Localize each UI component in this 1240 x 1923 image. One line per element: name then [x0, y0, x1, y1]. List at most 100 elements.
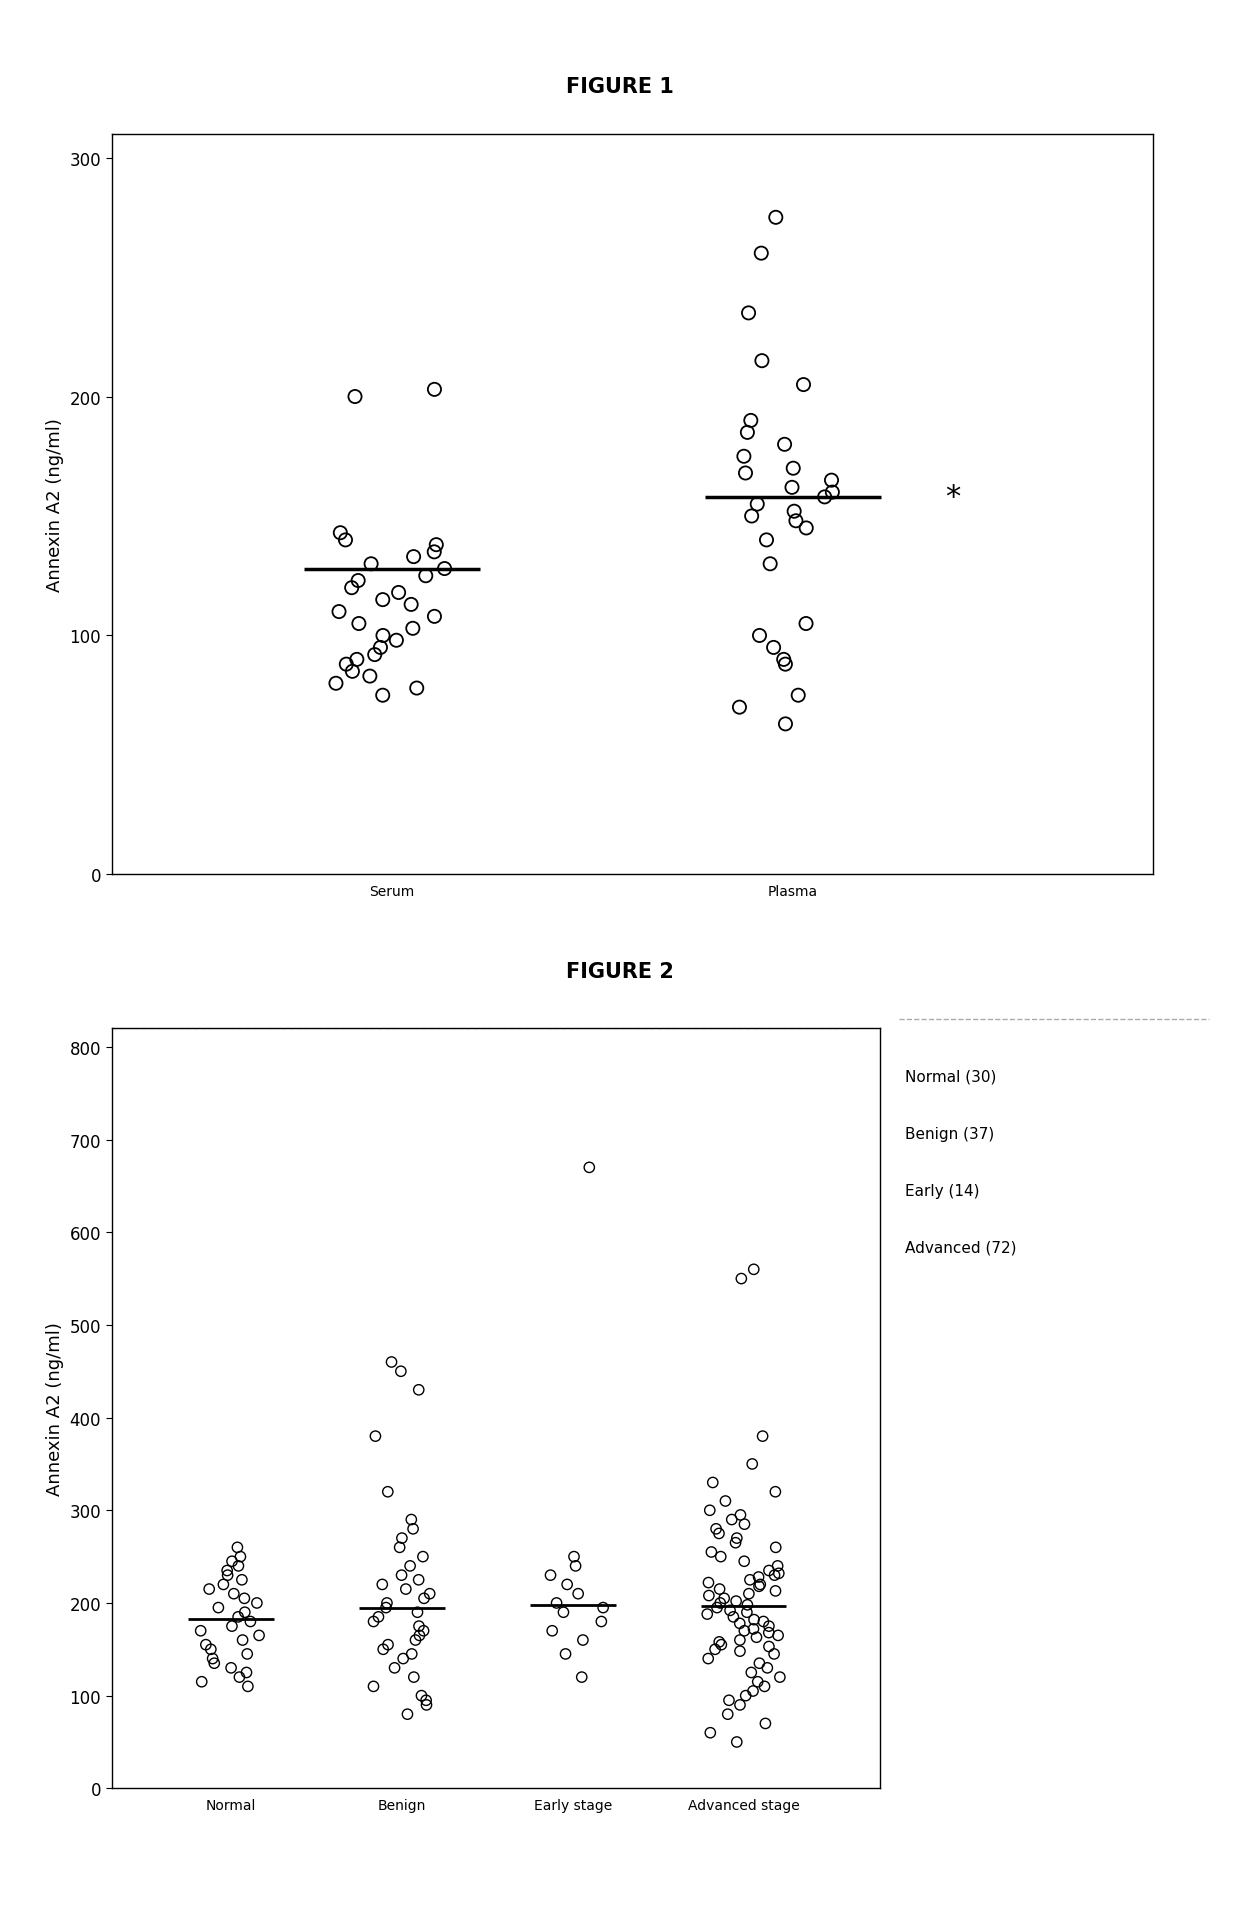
Point	[718, 1698, 738, 1729]
Point	[739, 298, 759, 329]
Point	[361, 550, 381, 581]
Point	[398, 1698, 418, 1729]
Point	[709, 1519, 729, 1550]
Point	[715, 1486, 735, 1517]
Point	[796, 610, 816, 640]
Point	[233, 1625, 253, 1656]
Point	[749, 1648, 769, 1679]
Point	[435, 554, 455, 585]
Point	[706, 1635, 725, 1665]
Point	[348, 610, 368, 640]
Point	[740, 1565, 760, 1596]
Point	[579, 1152, 599, 1183]
Point	[714, 1583, 734, 1613]
Point	[815, 483, 835, 513]
Point	[750, 1569, 770, 1600]
Point	[782, 473, 802, 504]
Point	[371, 633, 391, 663]
Point	[404, 1661, 424, 1692]
Point	[372, 1569, 392, 1600]
Text: FIGURE 2: FIGURE 2	[567, 962, 673, 981]
Point	[744, 1613, 764, 1644]
Point	[402, 1504, 422, 1535]
Point	[766, 202, 786, 233]
Point	[336, 525, 356, 556]
Point	[342, 573, 362, 604]
Point	[360, 662, 379, 692]
Point	[249, 1621, 269, 1652]
Point	[413, 1542, 433, 1573]
Point	[765, 1560, 785, 1590]
Point	[402, 1638, 422, 1669]
Point	[231, 1542, 250, 1573]
Point	[403, 1513, 423, 1544]
Point	[213, 1569, 233, 1600]
Point	[368, 1602, 388, 1633]
Point	[742, 1658, 761, 1688]
Point	[748, 1667, 768, 1698]
Point	[208, 1592, 228, 1623]
Point	[557, 1569, 577, 1600]
Point	[707, 1592, 727, 1623]
Point	[373, 621, 393, 652]
Point	[734, 1510, 754, 1540]
Point	[409, 1375, 429, 1406]
Point	[697, 1598, 717, 1629]
Point	[556, 1638, 575, 1669]
Point	[201, 1635, 221, 1665]
Point	[196, 1629, 216, 1660]
Point	[703, 1467, 723, 1498]
Point	[822, 465, 842, 496]
Point	[227, 1533, 247, 1563]
Point	[237, 1638, 257, 1669]
Point	[408, 1596, 428, 1627]
Point	[387, 625, 407, 656]
Point	[748, 488, 768, 519]
Point	[730, 1500, 750, 1531]
Point	[404, 542, 424, 573]
Point	[202, 1644, 222, 1675]
Point	[730, 1608, 750, 1638]
Point	[775, 429, 795, 460]
Point	[743, 1448, 763, 1479]
Text: Early (14): Early (14)	[905, 1183, 980, 1198]
Point	[389, 1533, 409, 1563]
Point	[784, 496, 804, 527]
Point	[699, 1581, 719, 1611]
Point	[377, 1588, 397, 1619]
Point	[393, 1644, 413, 1675]
Point	[738, 1590, 758, 1621]
Point	[412, 1681, 432, 1711]
Point	[744, 1604, 764, 1635]
Point	[565, 1550, 585, 1581]
Point	[699, 1494, 719, 1525]
Point	[218, 1560, 238, 1590]
Y-axis label: Annexin A2 (ng/ml): Annexin A2 (ng/ml)	[46, 417, 64, 592]
Text: Advanced (72): Advanced (72)	[905, 1240, 1017, 1256]
Point	[727, 1586, 746, 1617]
Point	[769, 1621, 789, 1652]
Point	[730, 1625, 750, 1656]
Point	[734, 1615, 754, 1646]
Point	[241, 1606, 260, 1636]
Point	[200, 1573, 219, 1604]
Point	[759, 1631, 779, 1661]
Point	[407, 673, 427, 704]
Point	[228, 1602, 248, 1633]
Point	[755, 1671, 775, 1702]
Point	[764, 1638, 784, 1669]
Point	[403, 613, 423, 644]
Point	[734, 442, 754, 473]
Point	[345, 383, 365, 413]
Point	[751, 346, 771, 377]
Text: FIGURE 1: FIGURE 1	[567, 77, 673, 96]
Point	[191, 1615, 211, 1646]
Point	[326, 669, 346, 700]
Point	[727, 1727, 746, 1758]
Point	[329, 596, 348, 627]
Point	[719, 1685, 739, 1715]
Point	[739, 1579, 759, 1610]
Point	[347, 644, 367, 675]
Point	[735, 458, 755, 488]
Point	[228, 1550, 248, 1581]
